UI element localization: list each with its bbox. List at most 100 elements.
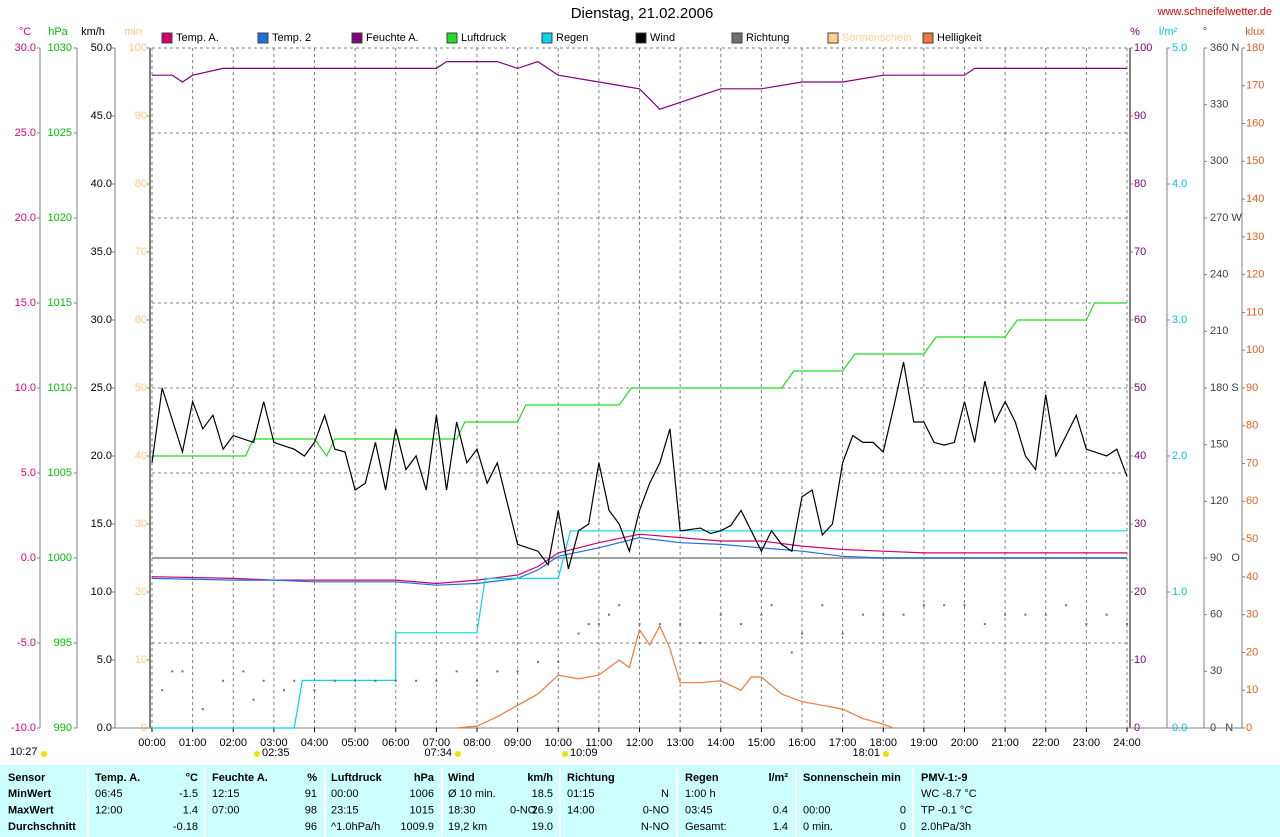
table-cell: 0 min.: [803, 821, 833, 833]
direction-dot: [354, 679, 357, 682]
table-cell: 23:15: [331, 805, 359, 817]
y-tick-label: 5.0: [1172, 42, 1187, 54]
direction-dot: [587, 623, 590, 626]
y-tick-label: 25.0: [15, 127, 36, 139]
x-tick-label: 19:00: [910, 737, 938, 749]
direction-dot: [313, 689, 316, 692]
x-tick-label: 23:00: [1073, 737, 1101, 749]
y-tick-label: 30: [1210, 665, 1222, 677]
table-background: [0, 765, 1280, 837]
direction-dot: [222, 679, 225, 682]
y-tick-label: 80: [1134, 178, 1146, 190]
direction-dot: [861, 613, 864, 616]
y-tick-label: 70: [1134, 246, 1146, 258]
table-cell: 00:00: [331, 788, 359, 800]
direction-dot: [770, 604, 773, 607]
y-tick-label: 5.0: [97, 654, 112, 666]
table-cell: 0: [900, 821, 906, 833]
legend-label: Regen: [556, 32, 588, 44]
table-cell: Luftdruck: [331, 772, 383, 784]
y-tick-label: 10: [1134, 654, 1146, 666]
x-tick-label: 06:00: [382, 737, 410, 749]
y-tick-label: 170: [1246, 80, 1264, 92]
y-tick-label: 995: [54, 637, 72, 649]
y-tick-label: 35.0: [91, 246, 112, 258]
direction-dot: [374, 679, 377, 682]
y-tick-label: 0.0: [97, 722, 112, 734]
x-tick-label: 01:00: [179, 737, 207, 749]
direction-dot: [841, 632, 844, 635]
y-tick-label: 60: [1134, 314, 1146, 326]
y-tick-label: 100: [1246, 344, 1264, 356]
axis-unit: °: [1203, 26, 1207, 38]
table-cell: 1.4: [183, 805, 198, 817]
x-tick-label: 09:00: [504, 737, 532, 749]
direction-dot: [161, 689, 164, 692]
y-tick-label: 30: [1246, 609, 1258, 621]
table-cell: WC -8.7 °C: [921, 788, 977, 800]
y-tick-label: 60: [1246, 495, 1258, 507]
direction-dot: [922, 604, 925, 607]
legend-label: Luftdruck: [461, 32, 507, 44]
direction-dot: [638, 623, 641, 626]
x-tick-label: 07:00: [423, 737, 451, 749]
y-tick-label: 20.0: [91, 450, 112, 462]
y-tick-label: 100: [1134, 42, 1152, 54]
series-line: [151, 536, 1127, 586]
table-cell: 26.9: [532, 805, 553, 817]
x-tick-label: 14:00: [707, 737, 735, 749]
y-tick-label: 50: [1134, 382, 1146, 394]
y-tick-label: 40: [1134, 450, 1146, 462]
table-cell: Ø 10 min.: [448, 788, 496, 800]
x-tick-label: 03:00: [260, 737, 288, 749]
sun-marker: [41, 751, 47, 757]
y-tick-label: 330: [1210, 99, 1228, 111]
direction-dot: [801, 632, 803, 635]
y-tick-label: 30: [135, 518, 147, 530]
direction-dot: [719, 613, 722, 616]
y-tick-label: 30.0: [15, 42, 36, 54]
x-tick-label: 15:00: [748, 737, 776, 749]
direction-dot: [1065, 604, 1068, 607]
direction-dot: [262, 679, 265, 682]
table-cell: 19,2 km: [448, 821, 487, 833]
table-cell: N: [661, 788, 669, 800]
y-tick-label: 140: [1246, 193, 1264, 205]
direction-dot: [435, 679, 438, 682]
y-tick-label: 30: [1134, 518, 1146, 530]
axis-unit: km/h: [81, 26, 105, 38]
table-cell: MaxWert: [8, 805, 54, 817]
y-tick-label: 100: [129, 42, 147, 54]
y-tick-label: 40: [1246, 571, 1258, 583]
direction-dot: [293, 679, 296, 682]
axis-unit: l/m²: [1159, 26, 1178, 38]
y-tick-label: 10.0: [91, 586, 112, 598]
y-tick-label: 70: [1246, 457, 1258, 469]
direction-dot: [618, 604, 621, 607]
direction-dot: [882, 613, 885, 616]
table-cell: Gesamt:: [685, 821, 727, 833]
direction-dot: [242, 670, 245, 673]
y-tick-label: 1.0: [1172, 586, 1187, 598]
direction-dot: [740, 623, 743, 626]
y-tick-label: 130: [1246, 231, 1264, 243]
y-tick-label: -10.0: [11, 722, 36, 734]
x-tick-label: 22:00: [1032, 737, 1060, 749]
x-tick-label: 00:00: [138, 737, 166, 749]
legend-swatch: [731, 32, 743, 44]
axis-unit: min: [124, 26, 142, 38]
series-line: [152, 60, 1127, 110]
direction-dot: [476, 679, 478, 682]
y-tick-label: 90: [135, 110, 147, 122]
direction-dot: [536, 660, 539, 663]
direction-dot: [1004, 613, 1007, 616]
x-tick-label: 08:00: [463, 737, 491, 749]
legend-swatch: [827, 32, 839, 44]
table-cell: 1015: [410, 805, 434, 817]
annotation: 02:35: [262, 747, 290, 759]
legend-swatch: [257, 32, 269, 44]
legend-swatch: [922, 32, 934, 44]
table-cell: 1:00 h: [685, 788, 716, 800]
y-tick-label: 0.0: [21, 552, 36, 564]
table-cell: 18.5: [532, 788, 553, 800]
